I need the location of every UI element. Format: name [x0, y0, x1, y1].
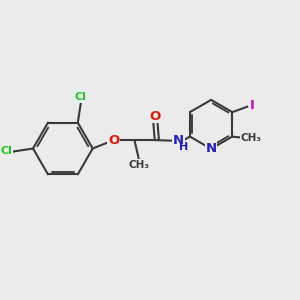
Text: Cl: Cl: [0, 146, 12, 157]
Text: Cl: Cl: [75, 92, 87, 102]
Text: H: H: [179, 142, 188, 152]
Text: O: O: [108, 134, 119, 147]
Text: N: N: [206, 142, 217, 155]
Text: O: O: [150, 110, 161, 123]
Text: CH₃: CH₃: [128, 160, 149, 170]
Text: I: I: [250, 99, 255, 112]
Text: N: N: [173, 134, 184, 147]
Text: CH₃: CH₃: [240, 133, 261, 143]
